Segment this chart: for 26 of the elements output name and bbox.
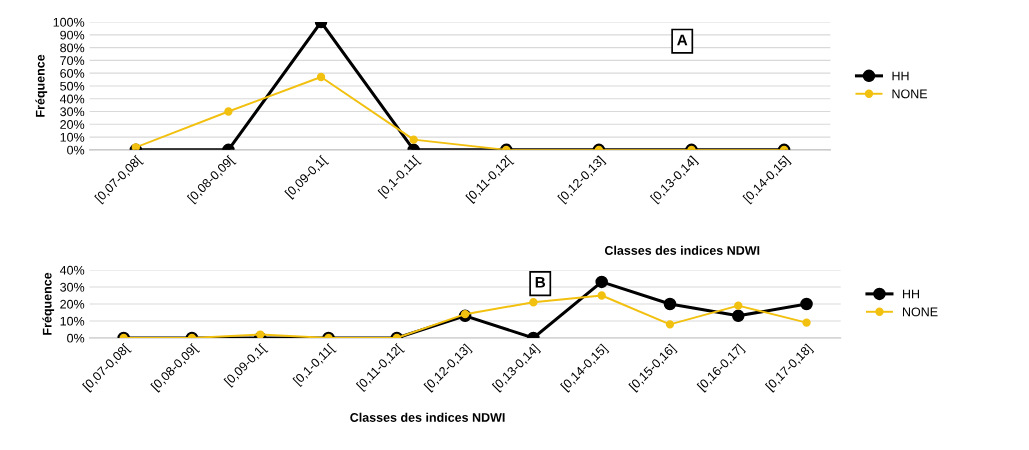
legend-label: NONE	[892, 89, 928, 99]
y-tick-label: 90%	[60, 30, 85, 40]
y-tick-label: 20%	[60, 299, 85, 309]
y-axis-title: Fréquence	[42, 272, 55, 335]
x-axis-title: Classes des indices NDWI	[350, 412, 505, 422]
legend-label: HH	[892, 71, 909, 81]
y-tick-label: 10%	[60, 132, 85, 142]
annotation: B	[535, 277, 546, 288]
y-tick-label: 40%	[59, 94, 85, 104]
annotation: A	[677, 34, 688, 46]
y-tick-label: 70%	[60, 56, 85, 66]
legend-label: NONE	[902, 307, 938, 317]
y-tick-label: 0%	[67, 145, 85, 155]
y-tick-label: 30%	[60, 107, 85, 117]
y-tick-label: 0%	[67, 333, 85, 343]
y-tick-label: 80%	[60, 43, 85, 53]
y-axis-title: Fréquence	[35, 54, 48, 117]
x-axis-title: Classes des indices NDWI	[604, 245, 760, 255]
legend-label: HH	[902, 289, 919, 299]
y-tick-label: 30%	[60, 282, 85, 292]
y-tick-label: 20%	[60, 120, 85, 129]
y-tick-label: 40%	[59, 265, 85, 275]
y-tick-label: 10%	[60, 316, 85, 326]
y-tick-label: 60%	[60, 68, 85, 78]
y-tick-label: 100%	[53, 17, 85, 27]
y-tick-label: 50%	[60, 81, 85, 91]
